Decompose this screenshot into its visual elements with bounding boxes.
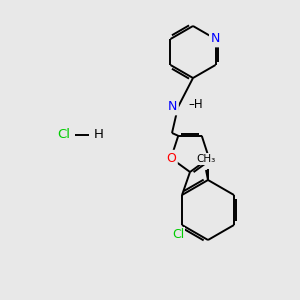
Text: CH₃: CH₃	[196, 154, 216, 164]
Text: Cl: Cl	[172, 228, 184, 241]
Text: N: N	[168, 100, 177, 113]
Text: H: H	[94, 128, 104, 142]
Text: N: N	[211, 32, 220, 46]
Text: O: O	[166, 152, 176, 165]
Text: Cl: Cl	[57, 128, 70, 142]
Text: –H: –H	[188, 98, 202, 112]
